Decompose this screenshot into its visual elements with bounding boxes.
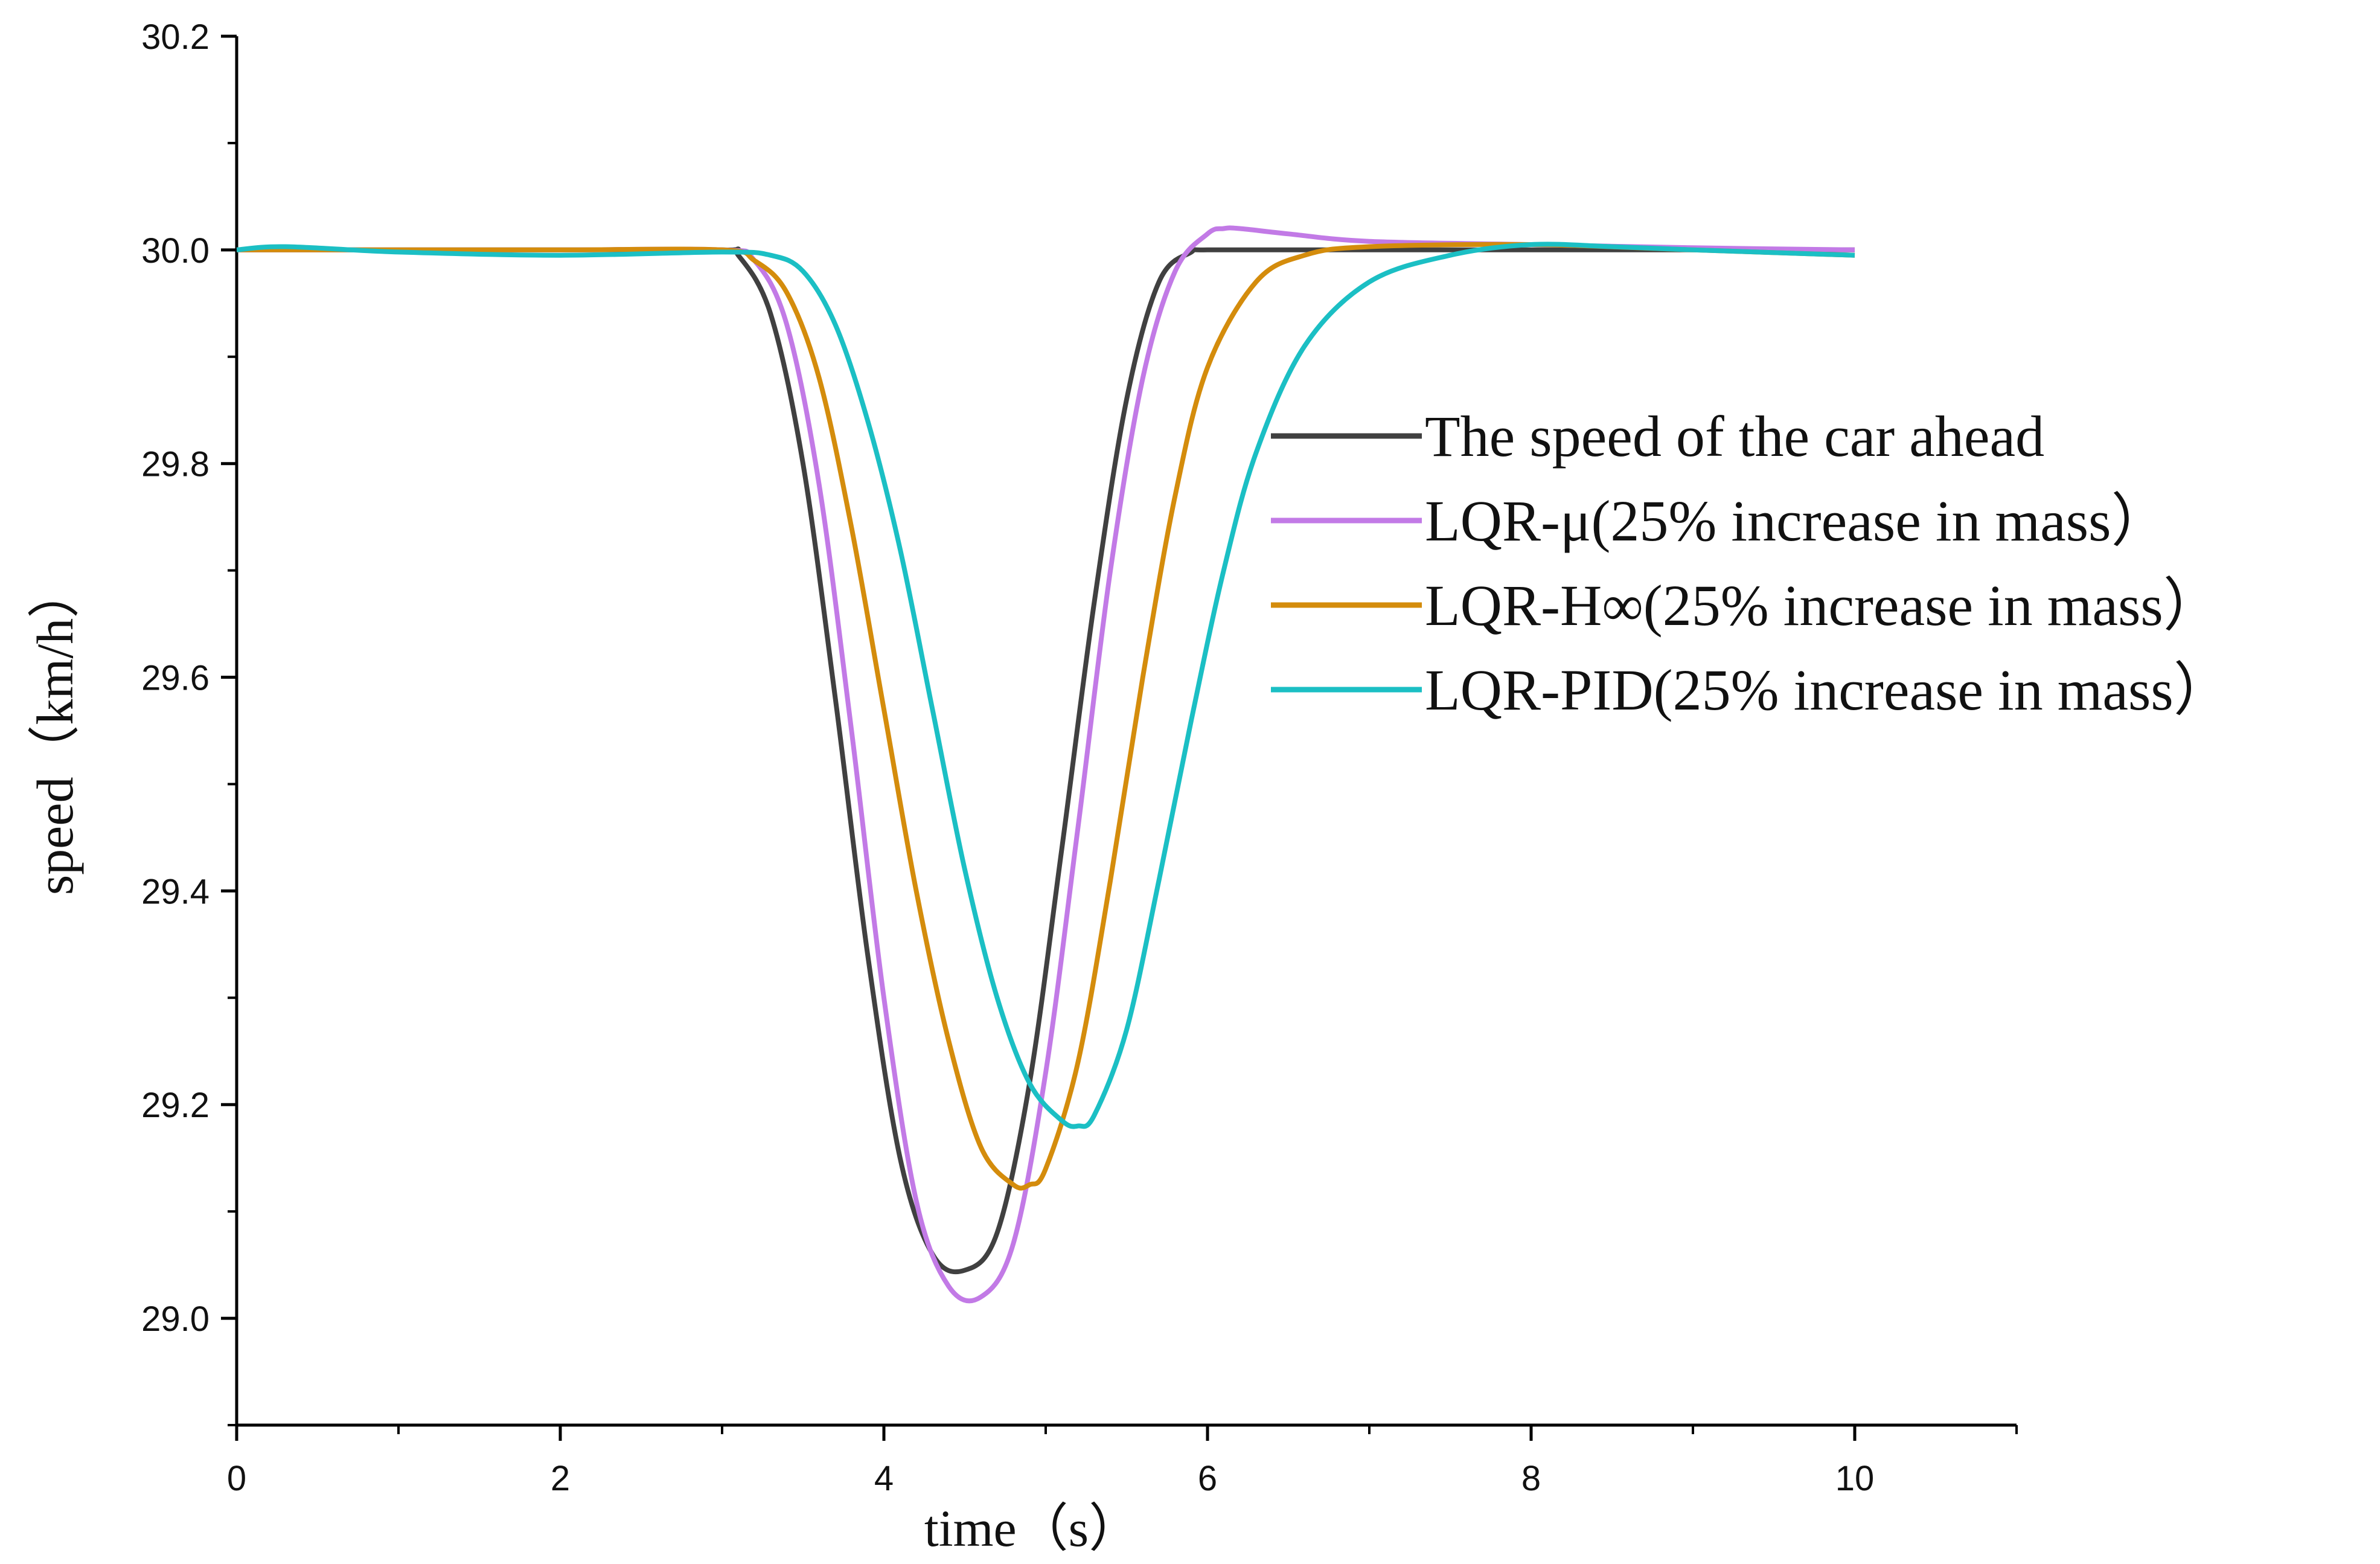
series-lqr-mu bbox=[236, 225, 1855, 1304]
y-tick-label: 29.4 bbox=[141, 872, 210, 911]
x-axis-title: time（s） bbox=[924, 1499, 1140, 1557]
legend: The speed of the car ahead LQR-μ(25% incr… bbox=[1271, 404, 2231, 722]
legend-label: The speed of the car ahead bbox=[1425, 404, 2044, 469]
ticks: 0 2 4 6 8 10 29.0 29.2 29.4 29.6 29.8 30.0 30.2 bbox=[141, 18, 2018, 1498]
y-tick-label: 29.2 bbox=[141, 1086, 210, 1125]
y-tick-label: 30.0 bbox=[141, 231, 210, 271]
legend-label: LQR-PID(25% increase in mass） bbox=[1425, 658, 2231, 722]
x-tick-label: 6 bbox=[1198, 1459, 1217, 1498]
y-axis-title: speed（km/h） bbox=[26, 566, 84, 896]
y-tick-label: 30.2 bbox=[141, 18, 210, 57]
y-tick-label: 29.6 bbox=[141, 659, 210, 698]
series-car-ahead bbox=[236, 246, 1855, 1275]
x-tick-label: 0 bbox=[227, 1459, 246, 1498]
series-lqr-pid bbox=[236, 242, 1855, 1129]
series-lqr-hinf bbox=[236, 242, 1855, 1191]
x-tick-label: 8 bbox=[1521, 1459, 1541, 1498]
x-tick-label: 4 bbox=[874, 1459, 894, 1498]
series-lines bbox=[236, 225, 1855, 1304]
y-tick-label: 29.0 bbox=[141, 1300, 210, 1339]
x-tick-label: 2 bbox=[551, 1459, 570, 1498]
legend-label: LQR-H∞(25% increase in mass） bbox=[1425, 573, 2221, 638]
legend-label: LQR-μ(25% increase in mass） bbox=[1425, 489, 2169, 553]
y-tick-label: 29.8 bbox=[141, 445, 210, 484]
x-tick-label: 10 bbox=[1835, 1459, 1875, 1498]
axes bbox=[235, 36, 2017, 1427]
